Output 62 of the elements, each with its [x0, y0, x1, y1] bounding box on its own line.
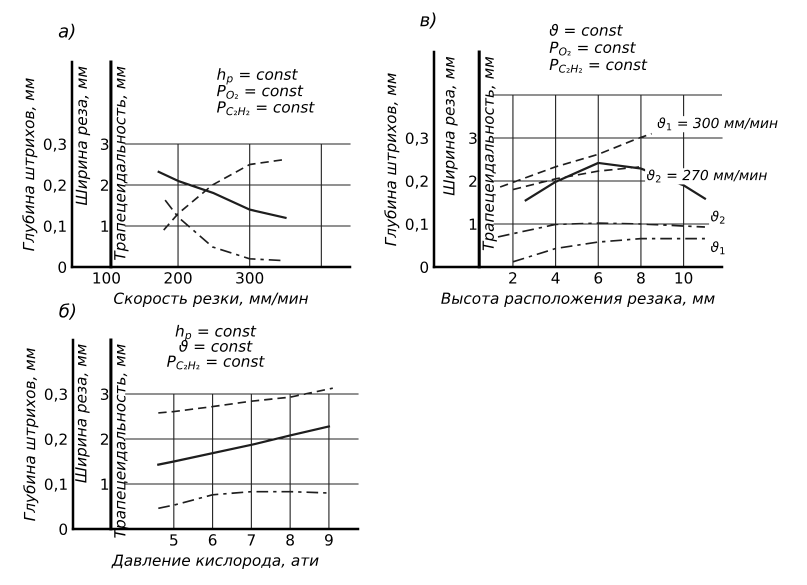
y-tick-label: 0,2: [44, 433, 67, 447]
y-tick-label: 0: [420, 261, 428, 274]
text: ϑ = const: [550, 24, 624, 36]
y-axis-title: Глубина штрихов, мм: [384, 73, 400, 246]
annotation: h$_{p}$ = const: [176, 324, 256, 342]
x-tick-label: 6: [594, 272, 602, 284]
y-tick-label: 0,3: [406, 132, 428, 146]
series-label: ϑ$_{2}$: [711, 210, 724, 224]
x-tick-label: 200: [164, 272, 192, 284]
y3-axis-title: Трапецеидальность, мм: [114, 344, 129, 538]
annotation: h$_{p}$ = const: [217, 68, 298, 84]
y2-tick-label: 3: [100, 138, 108, 150]
annotation: P$_{C₂H₂}$ = const: [167, 356, 265, 370]
y-axis-title: Глубина штрихов, мм: [23, 348, 38, 521]
y2-tick-label: 2: [100, 433, 108, 445]
chart-title: а): [58, 24, 74, 40]
x-tick-label: 7: [248, 534, 255, 546]
y-tick-label: 0,1: [44, 220, 66, 234]
x-tick-label: 8: [286, 534, 294, 546]
y2-axis-title: Ширина реза, мм: [75, 344, 90, 483]
series-label: ϑ$_{1}$ = 300 мм/мин: [658, 117, 778, 130]
x-tick-label: 300: [236, 272, 264, 284]
y2-tick-label: 3: [469, 132, 477, 144]
y2-tick-label: 1: [101, 220, 108, 232]
y-tick-label: 0,3: [44, 138, 66, 152]
annotation: P$_{C₂H₂}$ = const: [216, 101, 315, 116]
x-tick-label: 5: [170, 534, 178, 546]
y-axis-title: Глубина штрихов, мм: [22, 78, 38, 251]
x-tick-label: 10: [676, 272, 692, 284]
x-tick-label: 8: [637, 272, 645, 284]
y2-axis-title: Ширина реза, мм: [443, 56, 458, 196]
x-axis-title: Давление кислорода, ати: [111, 554, 319, 569]
y-tick-label: 0: [58, 261, 66, 274]
annotation: P$_{O₂}$ = const: [550, 42, 636, 56]
x-tick-label: 9: [325, 534, 333, 546]
annotation: P$_{O₂}$ = const: [216, 85, 304, 99]
annotation: P$_{C₂H₂}$ = const: [550, 58, 648, 73]
annotation: ϑ = const: [179, 340, 253, 352]
y-tick-label: 0,1: [406, 218, 428, 232]
y-tick-label: 0,3: [44, 388, 67, 402]
y2-tick-label: 3: [100, 388, 108, 400]
series-label: ϑ$_{2}$ = 270 мм/мин: [647, 169, 767, 182]
y-tick-label: 0,2: [44, 179, 66, 193]
x-axis-title: Высота расположения резака, мм: [441, 292, 715, 307]
x-tick-label: 2: [509, 272, 516, 284]
chart-title: в): [420, 12, 436, 29]
chart-title: б): [59, 303, 76, 320]
y2-tick-label: 2: [100, 179, 108, 191]
x-tick-label: 100: [93, 272, 120, 284]
x-tick-label: 6: [208, 534, 216, 546]
x-tick-label: 4: [551, 272, 560, 284]
y2-tick-label: 2: [469, 175, 476, 187]
series-label: ϑ$_{1}$: [711, 241, 725, 254]
y-tick-label: 0: [59, 523, 68, 536]
y2-tick-label: 1: [470, 218, 476, 230]
y3-axis-title: Трапецеидальность, мм: [114, 66, 128, 260]
y-tick-label: 0,1: [44, 478, 67, 492]
x-axis-title: Скорость резки, мм/мин: [114, 292, 308, 307]
y2-tick-label: 1: [101, 478, 108, 490]
y3-axis-title: Трапецеидальность, мм: [482, 56, 497, 250]
y-tick-label: 0,2: [406, 175, 428, 189]
y2-axis-title: Ширина реза, мм: [76, 66, 90, 206]
